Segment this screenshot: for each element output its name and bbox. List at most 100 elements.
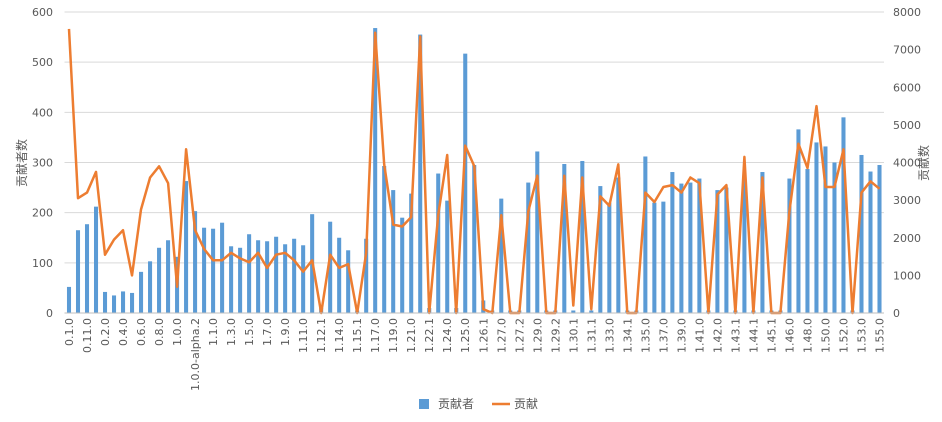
x-tick-label: 1.27.2 (513, 318, 526, 353)
x-tick-label: 1.44.1 (747, 318, 760, 353)
bar (814, 142, 819, 313)
bar (697, 178, 702, 313)
x-tick-label: 1.0.0 (171, 318, 184, 346)
bar (139, 271, 144, 313)
bar (184, 181, 189, 313)
x-tick-label: 1.31.1 (585, 318, 598, 353)
bar (301, 245, 306, 313)
x-tick-label: 1.55.0 (873, 318, 886, 353)
x-tick-label: 1.11.0 (297, 318, 310, 353)
y2-tick-label: 8000 (893, 6, 921, 19)
bar (418, 34, 423, 313)
bar (211, 228, 216, 313)
y2-tick-label: 7000 (893, 44, 921, 57)
bar (265, 241, 270, 313)
bar (463, 53, 468, 313)
x-tick-label: 1.25.0 (459, 318, 472, 353)
bar (580, 160, 585, 313)
x-tick-label: 0.4.0 (117, 318, 130, 346)
bar (166, 240, 171, 313)
x-tick-label: 1.50.0 (819, 318, 832, 353)
bar (409, 193, 414, 313)
bar (805, 169, 810, 313)
bar (760, 172, 765, 313)
x-tick-label: 1.53.0 (855, 318, 868, 353)
x-tick-label: 1.33.0 (603, 318, 616, 353)
x-tick-label: 0.6.0 (135, 318, 148, 346)
bar (841, 117, 846, 313)
bar (499, 198, 504, 313)
x-tick-label: 1.45.1 (765, 318, 778, 353)
bar (562, 164, 567, 313)
x-tick-label: 1.48.0 (801, 318, 814, 353)
bar (652, 202, 657, 313)
x-tick-label: 0.1.0 (63, 318, 76, 346)
x-tick-label: 0.2.0 (99, 318, 112, 346)
x-tick-label: 1.1.0 (207, 318, 220, 346)
bar (868, 171, 873, 313)
y-tick-label: 0 (46, 307, 53, 320)
bar (445, 200, 450, 313)
x-tick-label: 1.0.0-alpha.2 (189, 318, 202, 391)
y-tick-label: 300 (32, 157, 53, 170)
y2-tick-label: 6000 (893, 81, 921, 94)
bar (571, 310, 576, 313)
bar (679, 183, 684, 313)
bar (661, 201, 666, 313)
bar (391, 190, 396, 313)
y2-tick-label: 1000 (893, 269, 921, 282)
bar (436, 173, 441, 313)
y-tick-label: 600 (32, 6, 53, 19)
y-tick-label: 200 (32, 207, 53, 220)
bar (373, 28, 378, 313)
bar (148, 261, 153, 313)
bar (688, 182, 693, 313)
bar (643, 156, 648, 313)
x-tick-label: 1.12.1 (315, 318, 328, 353)
bar (364, 238, 369, 313)
bar (66, 286, 72, 313)
x-tick-label: 0.11.0 (81, 318, 94, 353)
bar (193, 211, 198, 313)
bar (247, 234, 252, 313)
bar (283, 244, 288, 313)
bar (607, 202, 612, 313)
bar (715, 190, 720, 313)
bar (202, 227, 207, 313)
bar (102, 291, 108, 313)
bar (337, 237, 342, 313)
bar (877, 165, 882, 313)
y-tick-label: 100 (32, 257, 53, 270)
bar (220, 222, 225, 313)
y-tick-label: 400 (32, 106, 53, 119)
bar (400, 217, 405, 313)
bar (75, 230, 81, 313)
x-tick-label: 1.43.1 (729, 318, 742, 353)
bar (130, 292, 135, 313)
x-tick-label: 1.42.0 (711, 318, 724, 353)
x-tick-label: 1.19.0 (387, 318, 400, 353)
y2-tick-label: 3000 (893, 194, 921, 207)
bar (598, 186, 603, 313)
x-tick-label: 1.17.0 (369, 318, 382, 353)
bar (670, 172, 675, 313)
bar (616, 177, 621, 313)
bar (859, 154, 864, 313)
y-axis-title: 贡献者数 (14, 139, 29, 187)
bar (238, 247, 243, 313)
bar (346, 250, 351, 313)
line-series (67, 28, 881, 315)
x-tick-label: 1.3.0 (225, 318, 238, 346)
x-tick-label: 1.52.0 (837, 318, 850, 353)
x-tick-label: 1.21.0 (405, 318, 418, 353)
x-tick-label: 1.46.0 (783, 318, 796, 353)
bar (93, 206, 99, 313)
x-tick-label: 1.27.0 (495, 318, 508, 353)
bar (84, 224, 90, 313)
bar (535, 151, 540, 313)
x-tick-label: 1.35.0 (639, 318, 652, 353)
bar (112, 295, 117, 313)
x-tick-label: 0.8.0 (153, 318, 166, 346)
bar (526, 182, 531, 313)
